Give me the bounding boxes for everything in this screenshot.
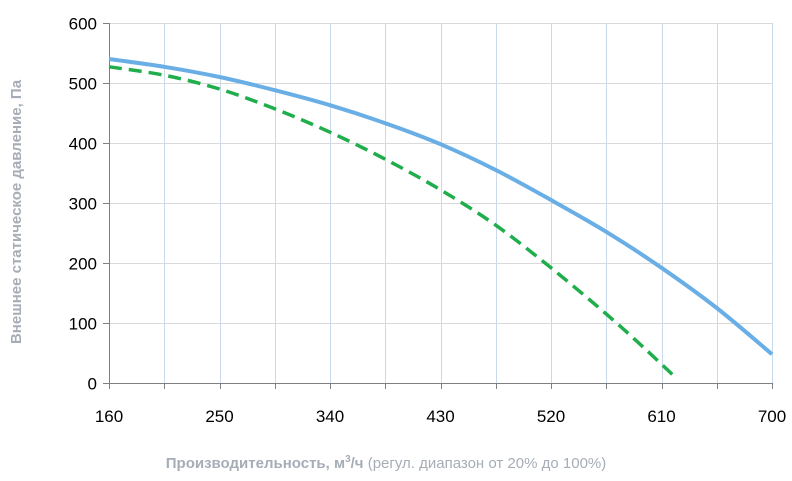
x-axis-title-note: (регул. диапазон от 20% до 100%) bbox=[364, 455, 607, 472]
x-tick-label: 520 bbox=[537, 407, 565, 426]
y-tick-label: 400 bbox=[69, 135, 97, 154]
x-axis-title-main: Производительность, м bbox=[166, 455, 345, 472]
series-lines bbox=[108, 57, 774, 378]
x-axis-title-superscript: 3 bbox=[345, 454, 351, 465]
x-axis-title: Производительность, м3/ч (регул. диапазо… bbox=[166, 454, 607, 472]
x-tick-label: 340 bbox=[316, 407, 344, 426]
y-tick-label: 200 bbox=[69, 255, 97, 274]
y-axis-title: Внешнее статическое давление, Па bbox=[8, 79, 25, 344]
series-line-solid bbox=[108, 57, 774, 356]
x-tick-label: 700 bbox=[758, 407, 786, 426]
x-axis-title-unit: /ч bbox=[351, 455, 364, 472]
series-line-dashed bbox=[108, 65, 675, 378]
y-tick-labels: 0 100 200 300 400 500 600 bbox=[69, 15, 97, 394]
y-tick-label: 600 bbox=[69, 15, 97, 34]
x-tick-label: 610 bbox=[647, 407, 675, 426]
grid bbox=[109, 23, 773, 383]
x-tick-label: 160 bbox=[95, 407, 123, 426]
y-tick-label: 100 bbox=[69, 315, 97, 334]
y-tick-label: 500 bbox=[69, 75, 97, 94]
y-tick-label: 300 bbox=[69, 195, 97, 214]
x-tick-labels: 160 250 340 430 520 610 700 bbox=[95, 407, 786, 426]
x-tick-label: 430 bbox=[426, 407, 454, 426]
y-tick-label: 0 bbox=[88, 375, 97, 394]
axes bbox=[103, 23, 773, 389]
x-tick-label: 250 bbox=[205, 407, 233, 426]
